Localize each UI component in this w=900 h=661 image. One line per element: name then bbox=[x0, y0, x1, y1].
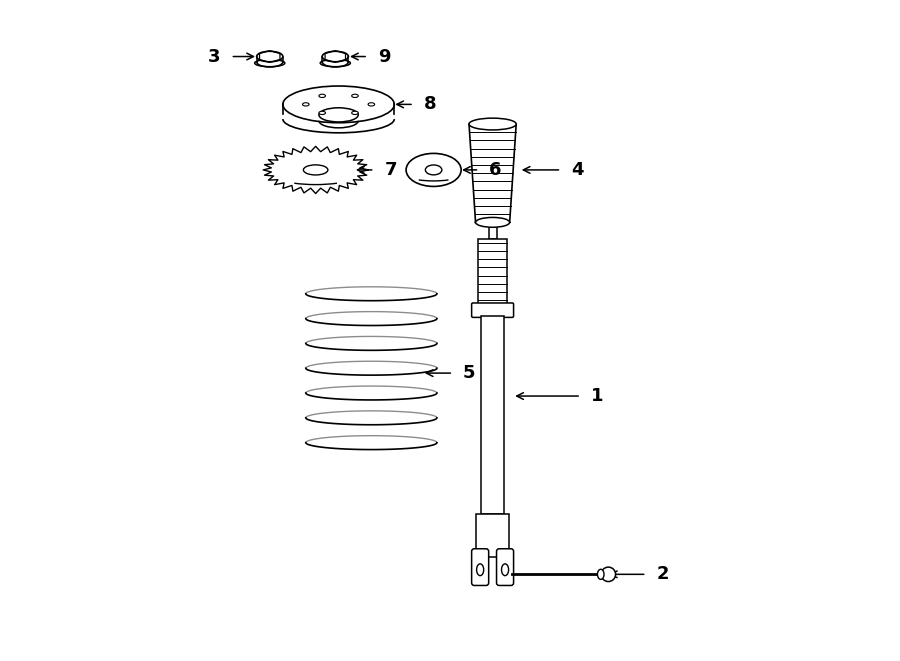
Text: 5: 5 bbox=[464, 364, 475, 382]
Ellipse shape bbox=[601, 567, 616, 582]
Ellipse shape bbox=[475, 217, 509, 227]
Ellipse shape bbox=[319, 95, 326, 97]
Ellipse shape bbox=[320, 59, 350, 67]
Text: 1: 1 bbox=[591, 387, 603, 405]
Polygon shape bbox=[283, 104, 394, 119]
Bar bbox=[489, 186, 497, 239]
Ellipse shape bbox=[256, 52, 283, 61]
Polygon shape bbox=[263, 146, 368, 194]
Text: 9: 9 bbox=[378, 48, 391, 65]
Polygon shape bbox=[469, 124, 517, 222]
Text: 7: 7 bbox=[384, 161, 397, 179]
Text: 8: 8 bbox=[424, 95, 436, 114]
Bar bbox=[476, 514, 509, 557]
Text: 2: 2 bbox=[656, 565, 669, 583]
Bar bbox=[478, 239, 507, 304]
Ellipse shape bbox=[283, 86, 394, 123]
Ellipse shape bbox=[598, 569, 604, 580]
Ellipse shape bbox=[319, 108, 358, 122]
Ellipse shape bbox=[319, 111, 326, 114]
Ellipse shape bbox=[303, 165, 328, 175]
Bar bbox=[482, 316, 504, 514]
Ellipse shape bbox=[322, 52, 348, 61]
Text: 4: 4 bbox=[572, 161, 584, 179]
Ellipse shape bbox=[352, 95, 358, 97]
FancyBboxPatch shape bbox=[472, 549, 489, 586]
Ellipse shape bbox=[406, 153, 461, 186]
Ellipse shape bbox=[352, 111, 358, 114]
Ellipse shape bbox=[501, 564, 508, 576]
Ellipse shape bbox=[426, 165, 442, 175]
Ellipse shape bbox=[469, 118, 517, 130]
FancyBboxPatch shape bbox=[497, 549, 514, 586]
Ellipse shape bbox=[477, 564, 483, 576]
Text: 3: 3 bbox=[208, 48, 220, 65]
Ellipse shape bbox=[302, 102, 309, 106]
FancyBboxPatch shape bbox=[472, 303, 514, 317]
Ellipse shape bbox=[368, 102, 374, 106]
Ellipse shape bbox=[255, 59, 284, 67]
Text: 6: 6 bbox=[490, 161, 502, 179]
